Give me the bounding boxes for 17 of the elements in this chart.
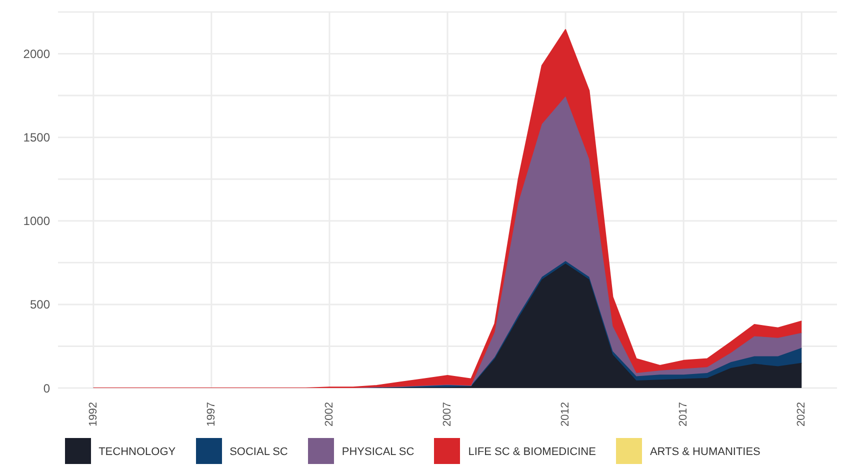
- y-tick-label: 0: [43, 381, 50, 396]
- legend-label: LIFE SC & BIOMEDICINE: [468, 446, 596, 458]
- legend-label: TECHNOLOGY: [98, 446, 176, 458]
- x-tick-label: 2007: [442, 402, 454, 426]
- x-tick-label: 1992: [87, 402, 100, 426]
- x-tick-label: 1997: [205, 402, 218, 426]
- x-tick-label: 2002: [323, 402, 336, 426]
- legend-label: ARTS & HUMANITIES: [650, 446, 760, 458]
- y-tick-label: 1000: [23, 214, 50, 228]
- legend-label: SOCIAL SC: [230, 446, 288, 458]
- y-tick-label: 1500: [23, 130, 50, 145]
- x-tick-label: 2022: [796, 402, 808, 426]
- y-tick-label: 2000: [23, 47, 50, 62]
- x-tick-label: 2012: [560, 402, 572, 426]
- legend-label: PHYSICAL SC: [342, 446, 414, 458]
- x-tick-label: 2017: [678, 402, 690, 426]
- y-tick-label: 500: [30, 298, 50, 312]
